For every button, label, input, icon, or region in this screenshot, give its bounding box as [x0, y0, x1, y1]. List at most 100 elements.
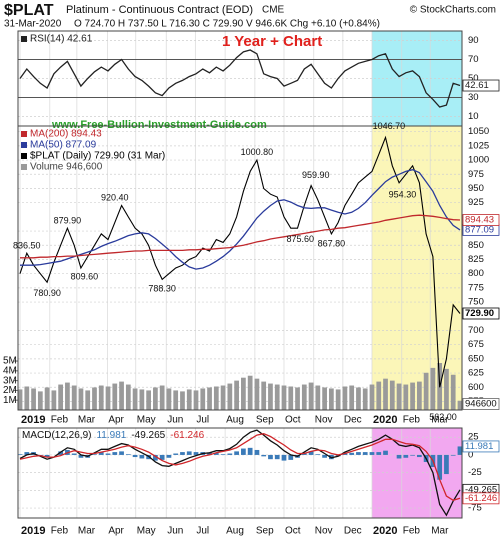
bar — [342, 386, 348, 410]
y-tick-label: 800 — [468, 268, 484, 279]
end-label: -49.265 — [465, 484, 497, 495]
price-annotation: 809.60 — [71, 272, 99, 282]
x-tick-label: Sep — [256, 415, 274, 426]
bar — [315, 385, 321, 410]
y-tick-label: 950 — [468, 183, 484, 194]
x-tick-label: Mar — [431, 415, 449, 426]
y-tick-label: 0 — [468, 449, 473, 460]
series-line — [19, 433, 461, 502]
bar — [308, 451, 314, 455]
x-tick-label: Jun — [167, 415, 183, 426]
bar — [166, 454, 172, 458]
price-annotation: 959.90 — [302, 170, 330, 180]
y-tick-label: 850 — [468, 240, 484, 251]
panel-border — [17, 427, 463, 519]
x-tick-label: Mar — [78, 415, 96, 426]
bar — [295, 387, 300, 410]
bar — [112, 383, 118, 410]
legend-value: 11.981 — [96, 430, 126, 441]
legend-entry: Volume 946,600 — [30, 162, 103, 173]
bar — [159, 454, 165, 460]
bar — [247, 447, 253, 455]
series-line — [19, 135, 461, 388]
bar — [51, 390, 57, 410]
bar — [322, 454, 327, 458]
x-tick-label: Mar — [78, 526, 96, 537]
y-tick-label: 775 — [468, 282, 484, 293]
y-tick-label: 1025 — [468, 140, 489, 151]
bar — [430, 367, 436, 410]
y-tick-label: -25 — [468, 467, 482, 478]
legend-entry: MA(50) 877.09 — [30, 140, 97, 151]
bar — [153, 387, 158, 410]
bar — [241, 377, 246, 410]
bar — [92, 387, 97, 410]
price-annotation: 836.50 — [13, 240, 41, 250]
y-tick-label: 30 — [468, 92, 479, 103]
y-tick-label: 1000 — [468, 155, 489, 166]
bar — [416, 381, 422, 410]
bar — [17, 389, 23, 410]
bar — [105, 453, 111, 455]
series-line — [20, 214, 461, 259]
bar — [139, 454, 145, 459]
quote: O 724.70 H 737.50 L 716.30 C 729.90 V 94… — [74, 19, 380, 30]
price-annotation: 954.30 — [389, 189, 417, 199]
bar — [362, 452, 368, 455]
price-annotation: 562.00 — [429, 412, 457, 422]
x-tick-label: Feb — [403, 526, 421, 537]
legend-value: -49.265 — [131, 430, 165, 441]
bar — [31, 388, 36, 410]
end-label: 729.90 — [465, 308, 494, 319]
y-tick-label: 625 — [468, 368, 484, 379]
series-line — [20, 169, 461, 270]
bar — [369, 452, 375, 455]
bar — [383, 378, 388, 410]
legend-swatch — [21, 36, 27, 42]
x-tick-label: Jul — [196, 526, 209, 537]
bar — [98, 385, 104, 410]
bar — [322, 387, 327, 410]
end-label-box — [462, 307, 500, 320]
y-tick-label: 70 — [468, 54, 479, 65]
legend-entry: RSI(14) 42.61 — [30, 34, 93, 45]
y-tick-label: 50 — [468, 73, 479, 84]
annotation: 1 Year + Chart — [222, 33, 322, 50]
x-tick-label: 2020 — [373, 414, 397, 426]
y-tick-label: 650 — [468, 353, 484, 364]
x-tick-label: Sep — [256, 526, 274, 537]
x-tick-label: Oct — [285, 415, 301, 426]
y-tick-label: 675 — [468, 339, 484, 350]
legend-entry: $PLAT (Daily) 729.90 (31 Mar) — [30, 151, 165, 162]
y-tick-label: 10 — [468, 111, 479, 122]
price-annotation: 1046.70 — [373, 121, 406, 131]
bar — [186, 451, 192, 455]
x-tick-label: May — [137, 526, 156, 537]
bar — [119, 451, 124, 455]
bar — [166, 388, 172, 410]
bar — [356, 452, 361, 455]
price-annotation: 1000.80 — [241, 147, 274, 157]
bar — [362, 388, 368, 410]
bar — [37, 391, 43, 410]
legend-swatch — [21, 153, 27, 159]
x-tick-label: Feb — [51, 526, 69, 537]
bar — [98, 452, 104, 455]
bar — [119, 381, 124, 410]
bar — [403, 454, 409, 458]
legend-value: -61.246 — [170, 430, 204, 441]
symbol: $PLAT — [4, 2, 54, 19]
bar — [193, 452, 199, 455]
bar — [78, 454, 84, 458]
bar — [180, 452, 185, 455]
legend-entry: MA(200) 894.43 — [30, 129, 102, 140]
x-tick-label: Dec — [344, 415, 362, 426]
bar — [416, 454, 422, 458]
legend-title: MACD(12,26,9) — [22, 430, 91, 441]
x-tick-label: Apr — [108, 415, 124, 426]
x-tick-label: Mar — [431, 526, 449, 537]
legend: MACD(12,26,9) 11.981 -49.265 -61.246 — [22, 430, 205, 441]
bar — [125, 384, 131, 410]
bar — [125, 454, 131, 455]
y2-tick-label: 3M — [3, 375, 17, 386]
